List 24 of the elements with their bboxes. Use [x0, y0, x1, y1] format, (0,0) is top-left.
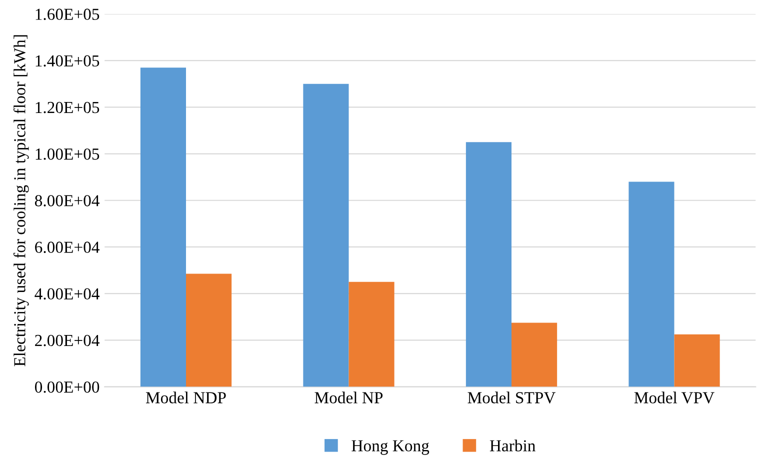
y-axis-title: Electricity used for cooling in typical floor [kWh]	[13, 35, 29, 366]
y-tick-label: 1.40E+05	[36, 55, 100, 67]
bar	[466, 142, 512, 387]
legend-label: Harbin	[490, 440, 536, 452]
bar	[303, 84, 349, 387]
y-tick-label: 6.00E+04	[35, 242, 100, 253]
y-tick-label: 1.20E+05	[36, 102, 100, 114]
y-tick-label: 1.00E+05	[36, 148, 100, 160]
bar	[512, 322, 558, 387]
y-tick-label: 2.00E+04	[35, 334, 100, 346]
x-tick-label: Model STPV	[468, 392, 556, 404]
y-tick-label: 0.00E+00	[34, 381, 100, 393]
x-tick-label: Model NDP	[146, 392, 226, 404]
y-tick-label: 8.00E+04	[34, 195, 100, 206]
bar	[348, 282, 394, 387]
bar	[674, 334, 720, 387]
y-tick-label: 1.60E+05	[36, 8, 100, 20]
bar	[628, 182, 674, 387]
legend-label: Hong Kong	[352, 440, 430, 455]
x-tick-label: Model VPV	[634, 392, 714, 404]
bar	[140, 68, 186, 387]
x-tick-label: Model NP	[314, 392, 383, 404]
bar	[186, 274, 232, 387]
y-tick-label: 4.00E+04	[34, 288, 100, 300]
